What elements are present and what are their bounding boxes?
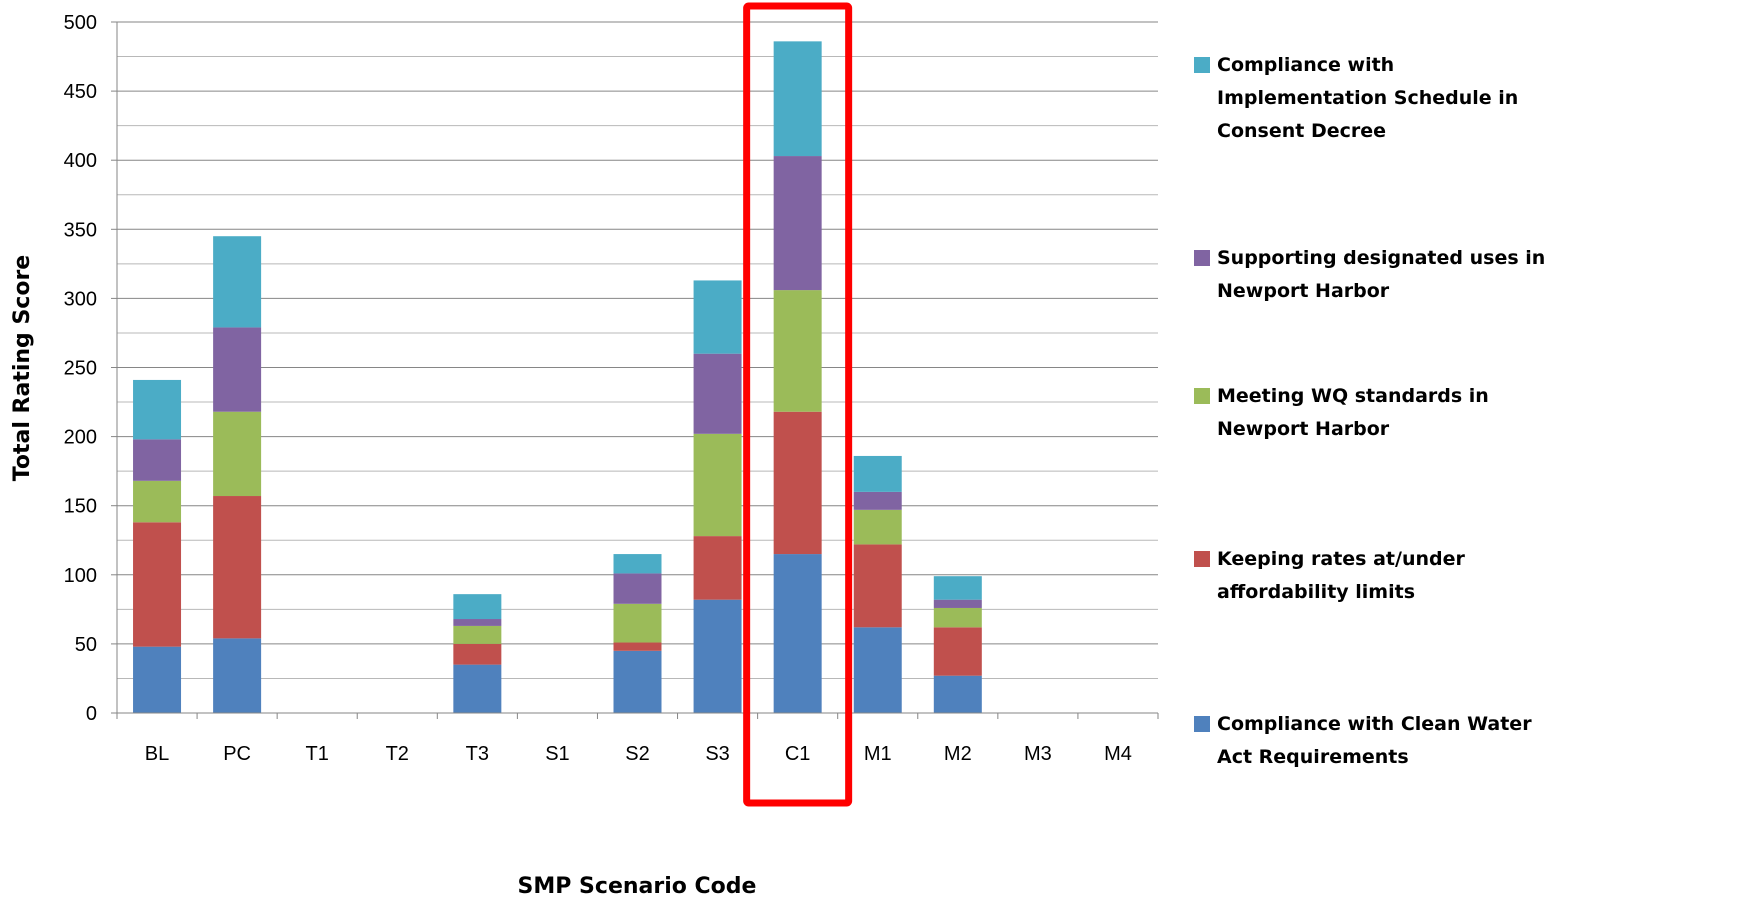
y-tick-label: 400 <box>64 150 97 172</box>
x-tick-label: M1 <box>864 743 892 765</box>
x-tick-label: T2 <box>386 743 409 765</box>
bar-segment-c1-s4 <box>773 156 822 291</box>
x-tick-label: S1 <box>545 743 569 765</box>
x-tick-label: M2 <box>944 743 972 765</box>
bar-segment-s2-s4 <box>613 573 662 604</box>
legend-label: Newport Harbor <box>1217 418 1390 440</box>
highlight-box <box>743 2 853 807</box>
bar-segment-m1-s3 <box>853 509 902 545</box>
y-tick-label: 350 <box>64 219 97 241</box>
bar-segment-m2-s5 <box>933 576 982 600</box>
bar-segment-c1-s5 <box>773 41 822 157</box>
bar-segment-t3-s1 <box>453 664 502 713</box>
y-tick-label: 50 <box>75 634 97 656</box>
x-axis-title: SMP Scenario Code <box>518 874 757 899</box>
bar-segment-t3-s3 <box>453 625 502 644</box>
bar-segment-pc-s1 <box>213 638 262 713</box>
bar-segment-s3-s1 <box>693 599 742 713</box>
bar-segment-m2-s1 <box>933 675 982 713</box>
bar-segment-c1-s1 <box>773 554 822 713</box>
gridlines <box>117 21 1158 679</box>
bar-segment-pc-s3 <box>213 411 262 497</box>
bar-segment-s2-s5 <box>613 554 662 574</box>
x-tick-label: C1 <box>785 743 811 765</box>
bar-segment-bl-s1 <box>133 646 182 713</box>
legend-label: Supporting designated uses in <box>1217 247 1545 269</box>
legend-label: Implementation Schedule in <box>1217 87 1518 109</box>
y-tick-label: 150 <box>64 496 97 518</box>
bar-segment-t3-s2 <box>453 643 502 665</box>
bar-segment-bl-s5 <box>133 379 182 440</box>
bar-segment-pc-s5 <box>213 236 262 328</box>
y-tick-label: 250 <box>64 358 97 380</box>
x-tick-label: S2 <box>625 743 649 765</box>
bar-segment-s3-s3 <box>693 433 742 537</box>
y-tick-label: 300 <box>64 288 97 310</box>
bar-segment-pc-s4 <box>213 327 262 412</box>
legend-label: Newport Harbor <box>1217 280 1390 302</box>
legend-label: affordability limits <box>1217 581 1415 603</box>
y-tick-label: 100 <box>64 565 97 587</box>
legend-label: Compliance with Clean Water <box>1217 713 1532 735</box>
bar-segment-bl-s4 <box>133 439 182 481</box>
bar-segment-m1-s4 <box>853 491 902 510</box>
tick-labels: 0 50 100 150 200 250 300 350 400 450 500 BL PC T1 T2 T3… <box>64 12 1132 765</box>
bar-segment-pc-s2 <box>213 496 262 639</box>
x-tick-label: BL <box>145 743 169 765</box>
legend-swatch <box>1194 716 1210 732</box>
legend-swatch <box>1194 551 1210 567</box>
bar-segment-s3-s4 <box>693 353 742 434</box>
highlight-layer <box>743 2 853 807</box>
legend-swatch <box>1194 388 1210 404</box>
x-tick-label: M4 <box>1104 743 1132 765</box>
y-tick-label: 450 <box>64 81 97 103</box>
bar-segment-m1-s1 <box>853 627 902 713</box>
bar-segment-s2-s3 <box>613 603 662 643</box>
x-tick-label: S3 <box>705 743 729 765</box>
legend-swatch <box>1194 57 1210 73</box>
bar-segment-m2-s2 <box>933 627 982 676</box>
bar-segment-s3-s2 <box>693 536 742 600</box>
legend-label: Compliance with <box>1217 54 1394 76</box>
legend-label: Meeting WQ standards in <box>1217 385 1489 407</box>
x-tick-label: T3 <box>466 743 489 765</box>
bar-segment-c1-s3 <box>773 290 822 412</box>
bar-segment-bl-s2 <box>133 522 182 647</box>
y-tick-label: 0 <box>86 703 97 725</box>
bar-segment-m2-s3 <box>933 607 982 628</box>
legend-label: Act Requirements <box>1217 746 1409 768</box>
x-tick-label: T1 <box>306 743 329 765</box>
x-tick-label: PC <box>223 743 251 765</box>
bar-segment-s2-s1 <box>613 650 662 713</box>
y-tick-label: 200 <box>64 427 97 449</box>
bar-segment-t3-s5 <box>453 594 502 620</box>
axes <box>111 21 1159 719</box>
legend-swatch <box>1194 250 1210 266</box>
bar-segment-m1-s5 <box>853 455 902 492</box>
bar-segment-s3-s5 <box>693 280 742 354</box>
bar-segment-s2-s2 <box>613 642 662 651</box>
bar-segment-m1-s2 <box>853 544 902 628</box>
x-tick-label: M3 <box>1024 743 1052 765</box>
legend-label: Consent Decree <box>1217 120 1386 142</box>
bar-segment-m2-s4 <box>933 599 982 608</box>
legend: Compliance with Implementation Schedule i… <box>1194 54 1545 768</box>
y-tick-label: 500 <box>64 12 97 34</box>
bar-segment-c1-s2 <box>773 411 822 555</box>
bar-segment-t3-s4 <box>453 619 502 626</box>
y-axis-title: Total Rating Score <box>10 255 35 481</box>
bar-segment-bl-s3 <box>133 480 182 523</box>
bars <box>133 41 982 713</box>
legend-label: Keeping rates at/under <box>1217 548 1465 570</box>
